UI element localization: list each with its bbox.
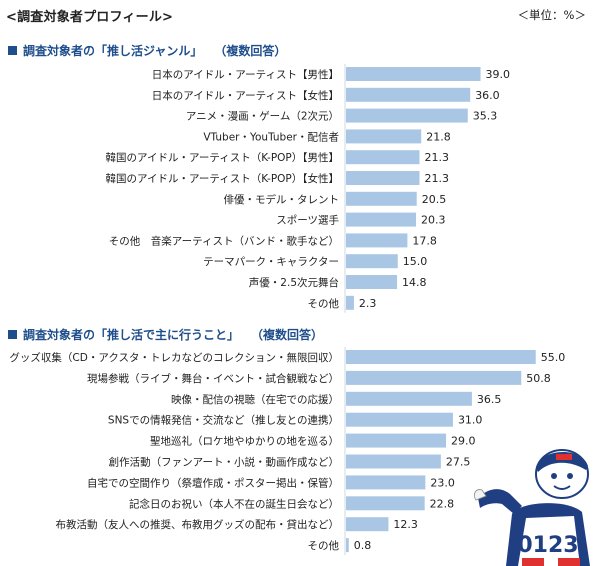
bar	[346, 129, 422, 144]
category-label: SNSでの情報発信・交流など（推し友との連携）	[108, 414, 339, 427]
value-label: 55.0	[541, 351, 566, 364]
page-header: <調査対象者プロフィール> ＜単位：%＞	[6, 4, 594, 26]
section-title-genre-text: 調査対象者の「推し活ジャンル」	[23, 44, 203, 58]
unit-label: ＜単位：%＞	[517, 8, 586, 22]
value-label: 36.0	[475, 89, 500, 102]
category-label: 自宅での空間作り（祭壇作成・ポスター掲出・保管）	[87, 476, 339, 489]
category-label: 記念日のお祝い（本人不在の誕生日会など）	[129, 497, 339, 510]
mascot-character-icon: 0123	[474, 449, 590, 566]
value-label: 35.3	[473, 110, 498, 123]
category-label: 声優・2.5次元舞台	[249, 276, 339, 289]
bar	[346, 517, 389, 532]
value-label: 36.5	[477, 393, 502, 406]
category-label: その他 音楽アーティスト（バンド・歌手など）	[109, 234, 339, 247]
category-label: 韓国のアイドル・アーティスト（K-POP）【男性】	[106, 151, 339, 164]
bar	[346, 67, 481, 81]
bar	[346, 454, 441, 469]
bar	[346, 433, 447, 448]
bar	[346, 171, 420, 185]
bar	[346, 350, 536, 364]
category-label: テーマパーク・キャラクター	[203, 256, 339, 268]
bar	[346, 233, 408, 248]
value-label: 29.0	[451, 435, 476, 448]
category-label: 韓国のアイドル・アーティスト（K-POP）【女性】	[106, 172, 339, 185]
value-label: 39.0	[486, 68, 511, 81]
bar	[346, 370, 522, 385]
value-label: 12.3	[393, 518, 418, 531]
bar	[346, 475, 426, 490]
value-label: 21.3	[424, 172, 449, 185]
value-label: 17.8	[412, 234, 437, 247]
bar	[346, 496, 425, 511]
bar	[346, 150, 420, 165]
value-label: 23.0	[430, 476, 455, 489]
section-title-activity: 調査対象者の「推し活で主に行うこと」 （複数回答）	[8, 326, 323, 343]
section-marker-icon	[8, 330, 17, 339]
category-label: スポーツ選手	[276, 214, 339, 227]
bar	[346, 275, 398, 289]
section-title-genre: 調査対象者の「推し活ジャンル」 （複数回答）	[8, 42, 286, 59]
category-label: 日本のアイドル・アーティスト【女性】	[152, 89, 339, 102]
category-label: その他	[308, 539, 340, 552]
category-label: その他	[308, 297, 340, 310]
value-label: 21.3	[424, 151, 449, 164]
category-label: 布教活動（友人への推奨、布教用グッズの配布・貸出など）	[56, 518, 340, 531]
value-label: 20.5	[422, 193, 447, 206]
category-label: VTuber・YouTuber・配信者	[203, 131, 339, 143]
bar	[346, 87, 471, 102]
bar	[346, 108, 468, 123]
bar	[346, 254, 398, 269]
section-marker-icon	[8, 46, 17, 55]
value-label: 0.8	[354, 539, 372, 552]
page-title: <調査対象者プロフィール>	[6, 10, 174, 25]
value-label: 21.8	[426, 130, 451, 143]
mascot-jersey-text: 0123	[517, 533, 578, 558]
value-label: 50.8	[526, 372, 551, 385]
category-label: 俳優・モデル・タレント	[224, 193, 340, 206]
bar	[346, 295, 354, 310]
category-label: 聖地巡礼（ロケ地やゆかりの地を巡る）	[150, 435, 339, 448]
section-note-genre: （複数回答）	[220, 44, 287, 58]
category-label: アニメ・漫画・ゲーム（2次元）	[186, 110, 339, 123]
bar	[346, 412, 453, 427]
value-label: 31.0	[458, 414, 483, 427]
value-label: 15.0	[403, 255, 428, 268]
category-label: 映像・配信の視聴（在宅での応援）	[171, 393, 339, 406]
category-label: 日本のアイドル・アーティスト【男性】	[152, 68, 339, 81]
category-label: 現場参戦（ライブ・舞台・イベント・試合観戦など）	[87, 372, 339, 385]
bar	[346, 538, 349, 553]
section-note-activity: （複数回答）	[257, 328, 324, 342]
bar	[346, 191, 417, 206]
bar	[346, 391, 472, 406]
category-label: 創作活動（ファンアート・小説・動画作成など）	[109, 456, 339, 469]
value-label: 22.8	[430, 497, 455, 510]
bar	[346, 212, 417, 227]
category-label: グッズ収集（CD・アクスタ・トレカなどのコレクション・無限回収）	[9, 351, 339, 364]
value-label: 20.3	[421, 214, 446, 227]
value-label: 14.8	[402, 276, 427, 289]
section-title-activity-text: 調査対象者の「推し活で主に行うこと」	[23, 328, 240, 342]
value-label: 27.5	[446, 456, 471, 469]
value-label: 2.3	[359, 297, 377, 310]
